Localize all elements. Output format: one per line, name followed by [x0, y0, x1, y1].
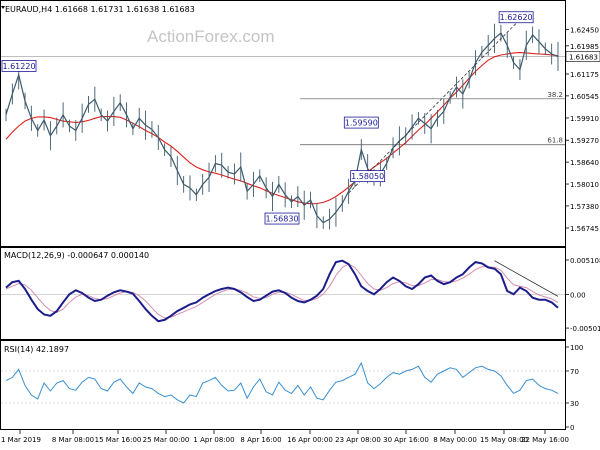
price-y-tick-label: 1.56745	[570, 225, 599, 233]
rsi-y-tick-label: 30	[570, 400, 579, 408]
watermark: ActionForex.com	[147, 27, 275, 46]
x-tick-label: 8 Mar 08:00	[52, 436, 94, 444]
fib-level-label: 38.2	[547, 91, 563, 99]
macd-main-line	[5, 259, 559, 323]
price-annotation-label: 1.58050	[351, 172, 384, 181]
price-y-tick-label: 1.59270	[570, 137, 599, 145]
price-annotation-box	[1, 60, 37, 72]
price-y-tick-label: 1.60545	[570, 93, 599, 101]
x-tick-label: 8 Apr 16:00	[240, 436, 281, 444]
fib-level-label: 61.8	[547, 137, 563, 145]
rsi-y-tick-label: 100	[570, 344, 583, 352]
price-annotations: 1.61220 1.62620 1.59590 1.58050 1.56830	[1, 11, 534, 225]
x-tick-label: 16 Apr 00:00	[287, 436, 333, 444]
rsi-header: RSI(14) 42.1897	[4, 345, 69, 354]
macd-trend-line	[494, 260, 559, 297]
price-annotation-label: 1.61220	[2, 62, 35, 71]
macd-panel-frame	[0, 247, 566, 340]
price-y-tick-label: 1.59910	[570, 115, 599, 123]
price-annotation-label: 1.62620	[500, 13, 533, 22]
price-y-tick-label: 1.57380	[570, 203, 599, 211]
time-axis: 1 Mar 2019 8 Mar 08:00 15 Mar 16:00 25 Mar …	[1, 430, 569, 444]
macd-y-tick-label: 0.00	[570, 291, 586, 299]
price-series	[5, 23, 559, 230]
price-y-tick-label: 1.58640	[570, 159, 599, 167]
rsi-series	[5, 361, 559, 404]
rsi-line	[5, 361, 559, 404]
macd-series	[5, 259, 559, 323]
price-y-tick-label: 1.61985	[570, 43, 599, 51]
macd-downtrend-line	[494, 260, 559, 297]
price-annotation-label: 1.59590	[345, 119, 378, 128]
macd-header: MACD(12,26,9) -0.000647 0.000140	[4, 251, 149, 260]
price-annotation-box	[350, 170, 386, 183]
x-tick-label: 25 Mar 00:00	[143, 436, 190, 444]
price-fib-lines: 38.2 61.8	[1, 56, 565, 146]
price-annotation-box	[343, 116, 379, 129]
price-y-axis: 1.62450 1.61985 1.61175 1.60545 1.59910 1.592…	[565, 27, 600, 233]
rsi-y-tick-label: 70	[570, 368, 579, 376]
x-tick-label: 8 May 00:00	[433, 436, 477, 444]
x-tick-label: 15 May 08:00	[480, 436, 528, 444]
collapse-triangle-icon	[1, 6, 5, 9]
rsi-y-tick-label: 0	[570, 424, 574, 432]
last-price-label: 1.61683	[569, 53, 598, 61]
price-y-tick-label: 1.58010	[570, 181, 599, 189]
macd-y-tick-label: -0.005019	[570, 325, 600, 333]
x-tick-label: 30 Apr 16:00	[383, 436, 429, 444]
price-annotation-label: 1.56830	[265, 215, 298, 224]
price-close-line	[5, 32, 559, 224]
macd-y-tick-label: 0.005108	[570, 257, 600, 265]
price-annotation-box	[498, 11, 534, 24]
last-price-badge	[565, 51, 600, 62]
price-moving-average	[5, 52, 559, 205]
x-tick-label: 15 Mar 16:00	[95, 436, 142, 444]
macd-y-axis: 0.005108 0.00 -0.005019	[565, 257, 600, 333]
price-panel-frame	[0, 0, 566, 247]
rsi-y-axis: 100 70 30 0	[565, 344, 583, 432]
x-tick-label: 23 Apr 08:00	[335, 436, 381, 444]
x-tick-label: 1 Mar 2019	[1, 436, 41, 444]
x-tick-label: 22 May 16:00	[521, 436, 569, 444]
price-header: EURAUD,H4 1.61668 1.61731 1.61638 1.6168…	[5, 5, 195, 14]
sma-line	[5, 52, 559, 205]
price-y-tick-label: 1.62450	[570, 27, 599, 35]
x-tick-label: 1 Apr 08:00	[193, 436, 234, 444]
price-y-tick-label: 1.61175	[570, 71, 599, 79]
price-annotation-box	[264, 212, 300, 225]
rsi-panel-frame	[0, 340, 566, 430]
